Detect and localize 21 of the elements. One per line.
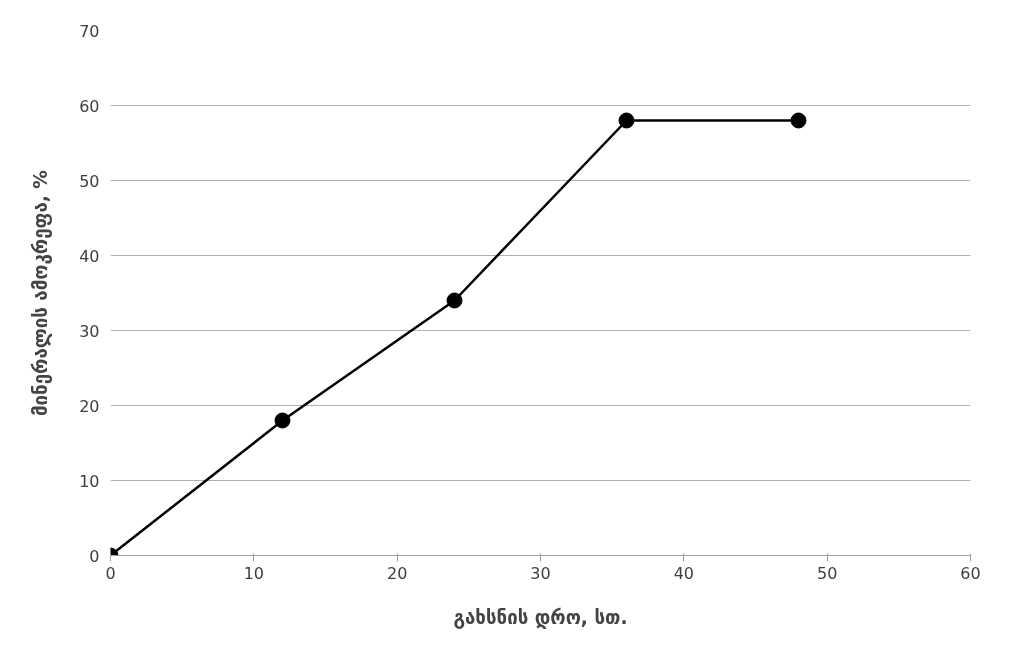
- x-tick-label: 20: [386, 563, 408, 583]
- y-tick-label: 50: [79, 171, 100, 191]
- y-tick-label: 20: [79, 396, 100, 416]
- point: [274, 412, 291, 429]
- y-tick-label: 60: [79, 96, 100, 116]
- x-tick-label: 0: [105, 563, 116, 583]
- y-tick-label: 10: [79, 471, 100, 491]
- x-tick-label: 60: [960, 563, 981, 583]
- x-tick-label: 10: [243, 563, 265, 583]
- x-tick-label: 50: [816, 563, 838, 583]
- point: [790, 112, 807, 129]
- x-tick-label: 30: [530, 563, 551, 583]
- x-axis-title: გახსნის დრო, სთ.: [453, 606, 628, 629]
- y-tick-label: 0: [89, 546, 100, 566]
- y-tick-label: 70: [79, 21, 100, 41]
- y-tick-label: 30: [79, 321, 100, 341]
- y-axis-title: მინერალის ამოკრეფა, %: [30, 169, 53, 417]
- y-tick-label: 40: [79, 246, 100, 266]
- x-tick-label: 40: [673, 563, 695, 583]
- point: [446, 292, 463, 309]
- point: [618, 112, 635, 129]
